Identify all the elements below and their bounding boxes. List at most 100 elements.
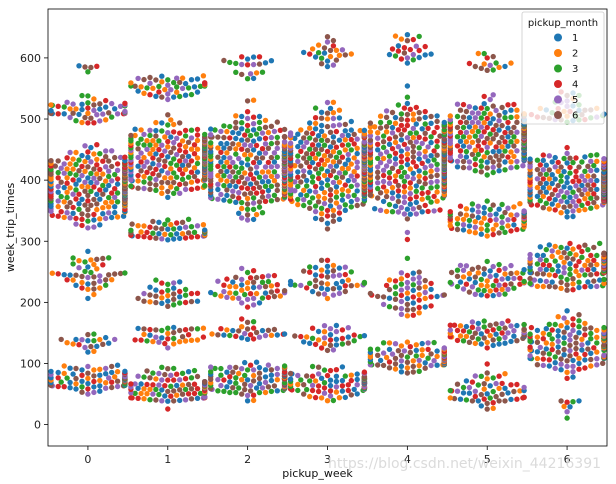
data-point <box>318 137 325 143</box>
data-point <box>330 99 337 106</box>
data-point <box>165 330 171 337</box>
data-point <box>315 50 322 56</box>
data-point <box>106 204 112 210</box>
data-point <box>534 157 541 163</box>
data-point <box>564 415 570 421</box>
data-point <box>277 127 283 133</box>
data-point <box>588 350 594 356</box>
data-point <box>447 209 453 215</box>
data-point <box>318 280 325 286</box>
data-point <box>239 54 245 60</box>
data-point <box>345 325 351 331</box>
data-point <box>247 388 254 394</box>
data-point <box>416 156 422 162</box>
data-point <box>434 353 440 360</box>
data-point <box>540 193 546 200</box>
data-point <box>147 234 153 241</box>
data-point <box>422 114 428 121</box>
data-point <box>496 139 502 146</box>
data-point <box>484 345 490 351</box>
data-point <box>380 139 387 145</box>
data-point <box>591 182 597 188</box>
data-point <box>79 216 85 222</box>
data-point <box>454 327 461 334</box>
data-point <box>215 154 221 160</box>
data-point <box>404 359 411 365</box>
data-point <box>247 382 254 389</box>
data-point <box>185 381 192 388</box>
data-point <box>88 343 94 350</box>
data-point <box>386 201 393 208</box>
data-point <box>141 154 147 161</box>
data-point <box>194 126 201 133</box>
data-point <box>132 132 138 139</box>
data-point <box>191 173 198 180</box>
data-point <box>224 276 230 282</box>
data-point <box>537 180 543 186</box>
data-point <box>333 47 340 53</box>
data-point <box>475 143 481 149</box>
data-point <box>594 334 600 340</box>
data-point <box>588 177 594 184</box>
data-point <box>508 338 514 345</box>
data-point <box>508 107 514 113</box>
data-point <box>55 383 61 390</box>
data-point <box>324 257 331 263</box>
data-point <box>508 159 514 165</box>
data-point <box>88 115 94 121</box>
data-point <box>221 288 227 295</box>
data-point <box>244 212 251 218</box>
data-point <box>487 288 493 294</box>
data-point <box>546 242 552 248</box>
data-point <box>168 232 174 238</box>
data-point <box>395 48 402 54</box>
data-point <box>70 255 76 261</box>
data-point <box>242 386 248 393</box>
data-point <box>85 338 91 344</box>
data-point <box>292 282 298 288</box>
data-point <box>582 365 588 371</box>
data-point <box>287 130 294 136</box>
data-point <box>100 171 106 177</box>
data-point <box>247 166 254 172</box>
data-point <box>82 168 88 174</box>
data-point <box>514 212 520 218</box>
data-point <box>247 142 254 149</box>
data-point <box>265 193 272 199</box>
data-point <box>478 105 484 111</box>
data-point <box>321 133 328 139</box>
data-point <box>212 291 218 298</box>
data-point <box>153 376 159 382</box>
data-point <box>422 289 428 296</box>
data-point <box>91 389 97 396</box>
data-point <box>274 134 280 141</box>
data-point <box>377 357 384 364</box>
data-point <box>398 36 405 42</box>
data-point <box>141 326 147 332</box>
data-point <box>188 290 195 297</box>
data-point <box>324 110 331 116</box>
data-point <box>171 170 177 176</box>
data-point <box>247 190 254 196</box>
data-point <box>212 365 218 372</box>
data-point <box>159 280 165 286</box>
data-point <box>404 111 411 118</box>
data-point <box>416 109 422 116</box>
data-point <box>511 143 517 149</box>
data-point <box>91 120 97 126</box>
data-point <box>487 206 493 213</box>
data-point <box>162 86 168 93</box>
data-point <box>588 262 594 268</box>
data-point <box>336 149 343 156</box>
data-point <box>511 204 517 210</box>
data-point <box>561 346 567 353</box>
data-point <box>85 295 91 302</box>
data-point <box>428 163 434 169</box>
data-point <box>85 331 91 338</box>
data-point <box>588 363 594 369</box>
data-point <box>182 224 189 230</box>
data-point <box>567 203 573 209</box>
data-point <box>472 373 478 379</box>
data-point <box>434 138 440 144</box>
